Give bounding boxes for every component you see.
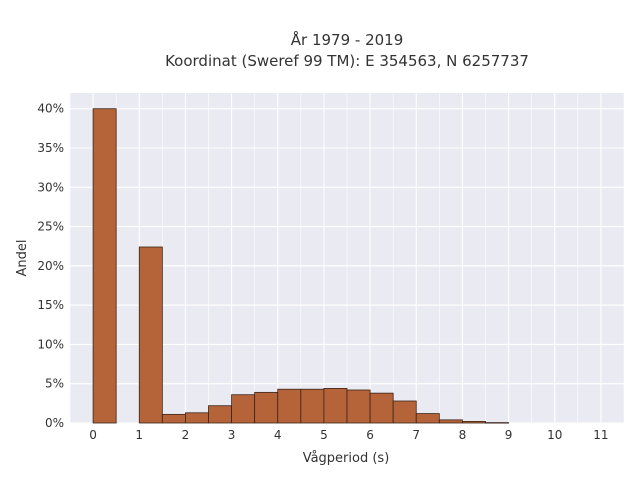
x-tick-label: 8 [459, 428, 467, 442]
x-tick-label: 4 [274, 428, 282, 442]
x-axis-label: Vågperiod (s) [303, 451, 390, 466]
histogram-bar [231, 394, 256, 424]
x-tick-label: 7 [412, 428, 420, 442]
histogram-bar [369, 392, 394, 424]
y-tick-label: 10% [37, 337, 64, 351]
x-tick-label: 6 [366, 428, 374, 442]
x-tick-label: 3 [228, 428, 236, 442]
chart-title: År 1979 - 2019 [291, 30, 404, 49]
y-tick-label: 5% [45, 377, 64, 391]
y-tick-label: 30% [37, 180, 64, 194]
histogram-bar [415, 413, 440, 424]
x-tick-label: 11 [593, 428, 608, 442]
x-tick-label: 0 [89, 428, 97, 442]
x-tick-label: 1 [135, 428, 143, 442]
tick-labels: 0 1 2 3 4 5 6 7 8 9 10 11 0% 5% 10% 15% 20% 25% 30% 35% 40% [37, 102, 608, 442]
x-tick-label: 10 [547, 428, 562, 442]
histogram-bar [254, 391, 279, 424]
histogram-bar [485, 422, 509, 424]
x-tick-label: 5 [320, 428, 328, 442]
histogram-bar [300, 388, 325, 424]
y-tick-label: 40% [37, 102, 64, 116]
y-tick-label: 0% [45, 416, 64, 430]
x-tick-label: 9 [505, 428, 513, 442]
chart-subtitle: Koordinat (Sweref 99 TM): E 354563, N 62… [165, 52, 529, 70]
y-tick-label: 20% [37, 259, 64, 273]
y-tick-label: 25% [37, 220, 64, 234]
histogram-bar [208, 405, 232, 424]
x-tick-label: 2 [182, 428, 190, 442]
bars [92, 108, 509, 424]
y-tick-label: 35% [37, 141, 64, 155]
histogram-bar [161, 413, 186, 424]
y-tick-label: 15% [37, 298, 64, 312]
y-axis-label: Andel [15, 240, 30, 277]
histogram-bar [92, 108, 117, 424]
histogram-bar [392, 400, 417, 424]
histogram-bar [438, 419, 463, 424]
histogram-bar [138, 246, 163, 424]
histogram-bar [323, 388, 348, 424]
histogram-bar [277, 388, 302, 424]
histogram-bar [346, 389, 371, 424]
histogram-bar [462, 421, 486, 424]
histogram-bar [185, 412, 209, 424]
